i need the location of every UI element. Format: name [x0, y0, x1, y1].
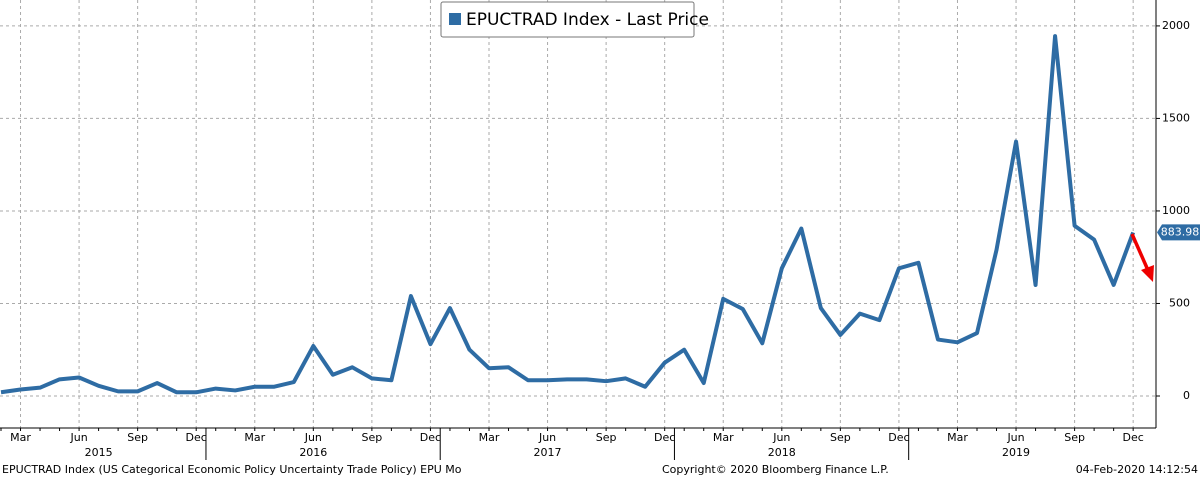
x-tick-label: Jun: [304, 431, 322, 444]
x-tick-label: Mar: [947, 431, 968, 444]
y-tick-label: 2000: [1162, 19, 1190, 32]
x-tick-label: Dec: [1123, 431, 1144, 444]
marks: [0, 34, 1136, 395]
legend: EPUCTRAD Index - Last Price: [440, 1, 709, 38]
footer-left: EPUCTRAD Index (US Categorical Economic …: [2, 463, 462, 476]
x-tick-label: Mar: [479, 431, 500, 444]
x-tick-label: Mar: [244, 431, 265, 444]
arrow-shaft: [1130, 233, 1149, 269]
x-tick-label: Sep: [1064, 431, 1085, 444]
legend-label: EPUCTRAD Index - Last Price: [466, 10, 709, 30]
year-label: 2015: [85, 446, 113, 459]
series-line: [0, 34, 1136, 395]
x-tick-label: Dec: [654, 431, 675, 444]
arrow-annotation: [1130, 233, 1154, 282]
x-tick-label: Sep: [830, 431, 851, 444]
x-tick-label: Dec: [186, 431, 207, 444]
x-tick-label: Jun: [538, 431, 556, 444]
arrow-head: [1141, 265, 1154, 282]
x-tick-label: Sep: [596, 431, 617, 444]
x-tick-label: Mar: [10, 431, 31, 444]
x-tick-label: Dec: [420, 431, 441, 444]
year-label: 2016: [299, 446, 327, 459]
footer-center: Copyright© 2020 Bloomberg Finance L.P.: [662, 463, 889, 476]
x-tick-label: Dec: [888, 431, 909, 444]
year-label: 2018: [768, 446, 796, 459]
y-tick-label: 0: [1183, 389, 1190, 402]
year-label: 2017: [534, 446, 562, 459]
x-tick-label: Sep: [362, 431, 383, 444]
last-price-box: [1157, 224, 1200, 241]
legend-swatch: [449, 13, 461, 25]
y-tick-label: 1000: [1162, 204, 1190, 217]
y-tick-label: 500: [1169, 296, 1190, 309]
x-tick-label: Jun: [772, 431, 790, 444]
year-label: 2019: [1002, 446, 1030, 459]
last-price-label: 883.98: [1161, 225, 1200, 238]
y-tick-label: 1500: [1162, 111, 1190, 124]
x-tick-label: Mar: [713, 431, 734, 444]
footer-right: 04-Feb-2020 14:12:54: [1076, 463, 1198, 476]
legend-box: [440, 1, 695, 38]
x-tick-label: Jun: [69, 431, 87, 444]
x-tick-label: Sep: [127, 431, 148, 444]
x-tick-label: Jun: [1006, 431, 1024, 444]
